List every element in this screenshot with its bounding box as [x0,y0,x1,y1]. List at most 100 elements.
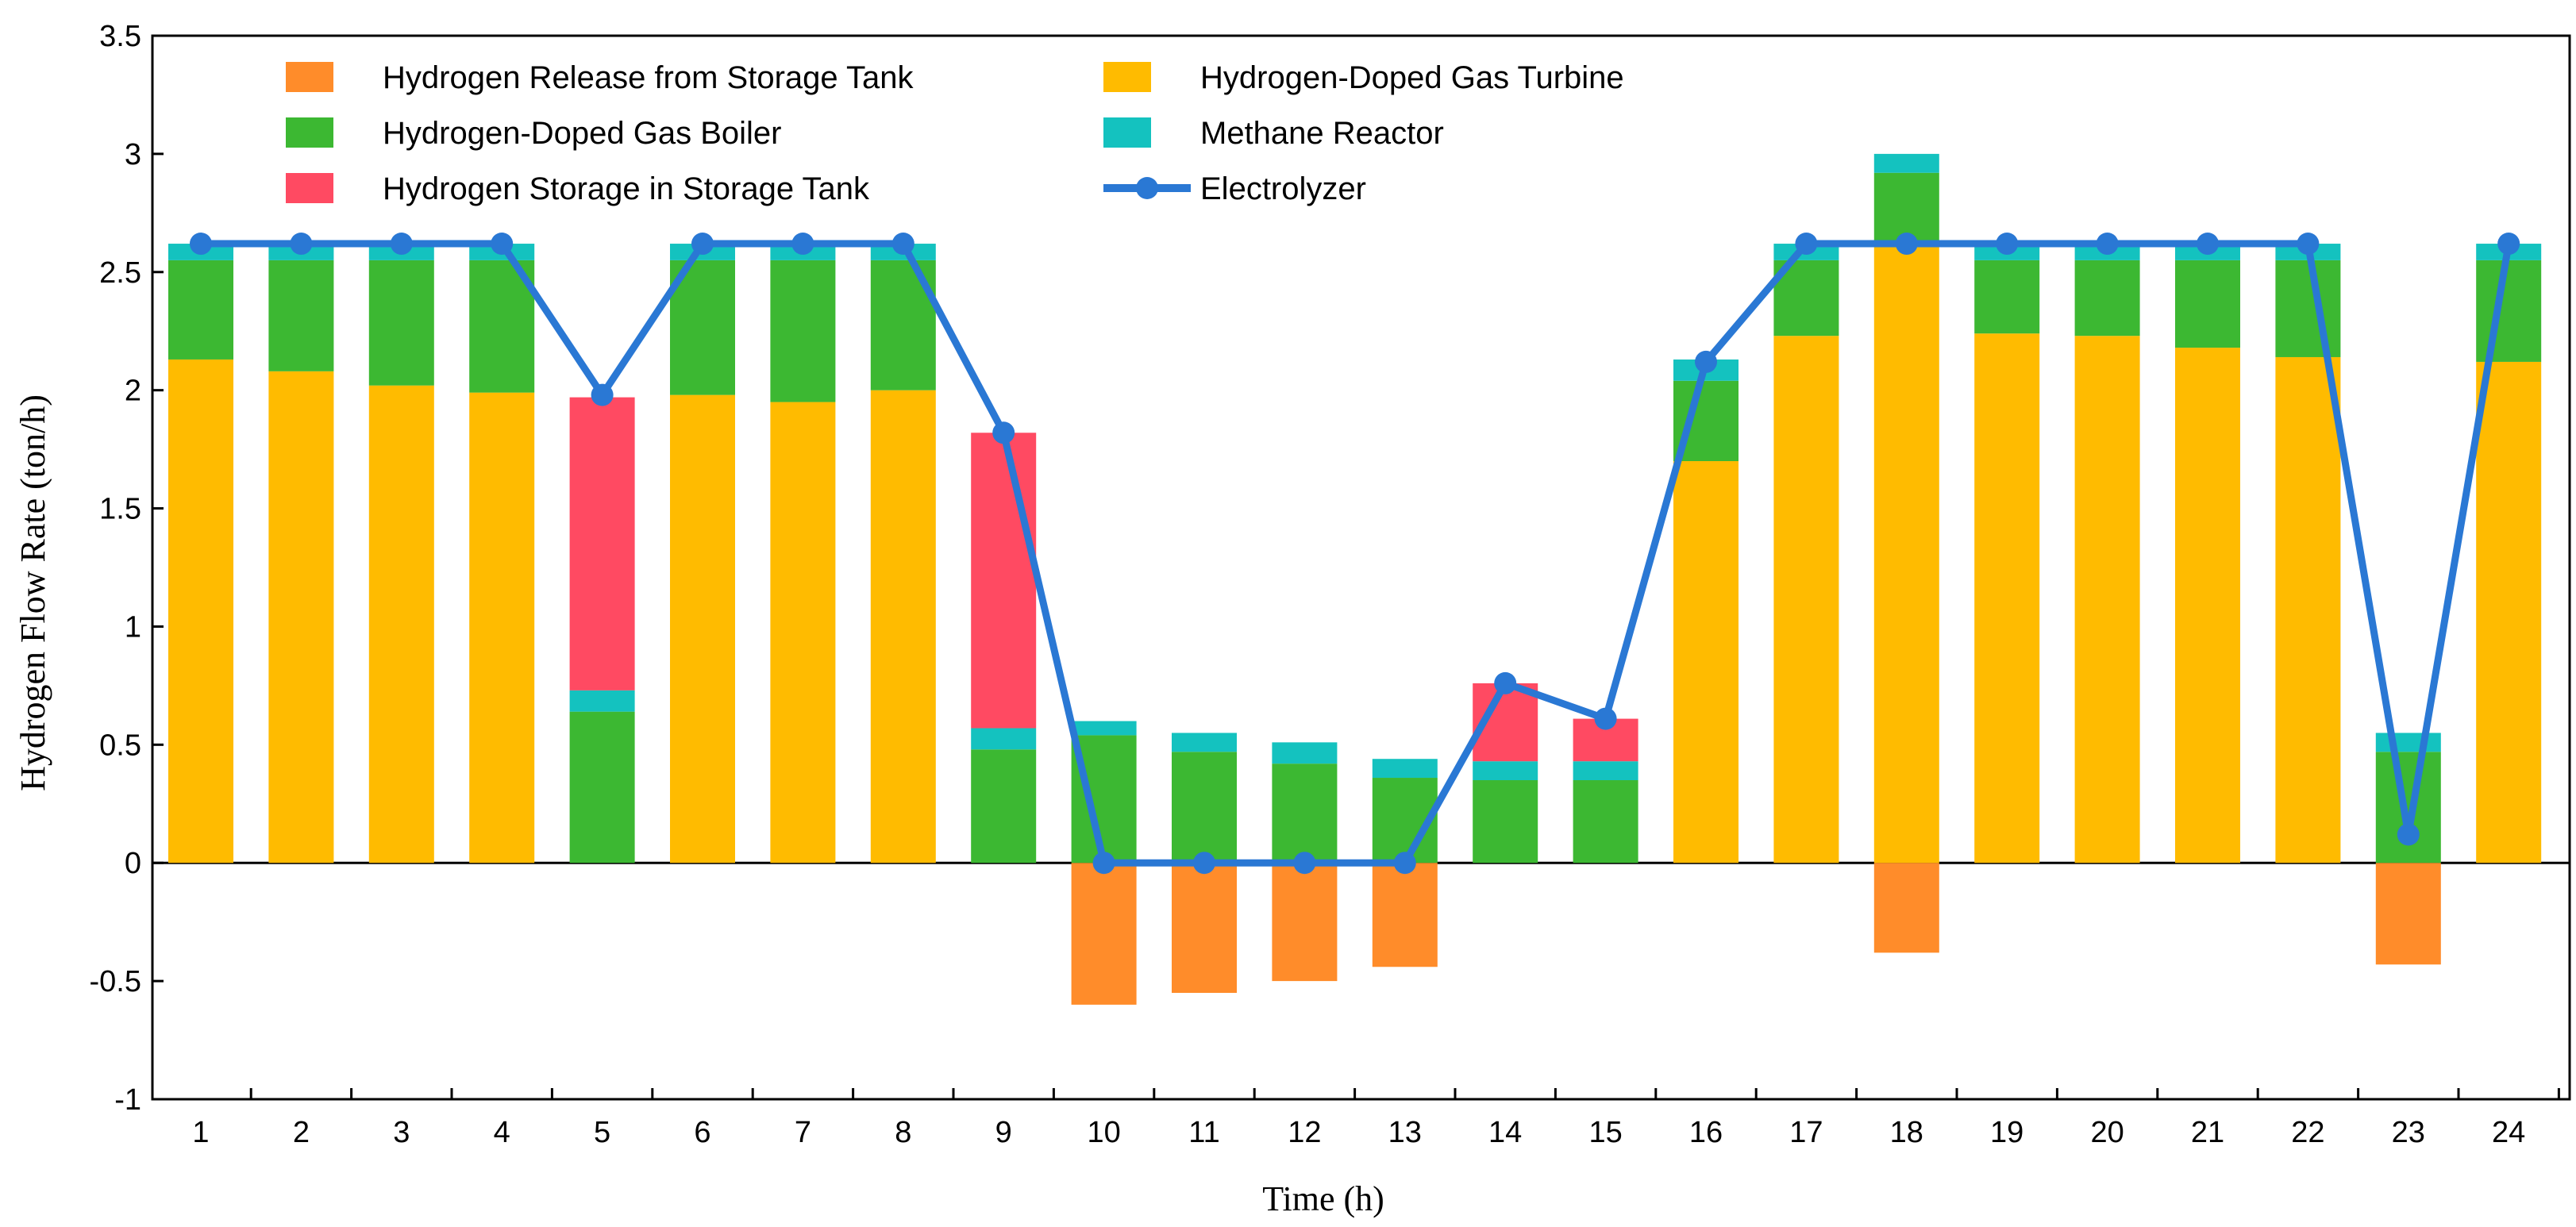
bar-hydrogen-doped-gas-boiler-12 [1272,764,1338,864]
y-tick-label: 3 [125,138,141,171]
x-tick-label: 10 [1087,1116,1120,1149]
electrolyzer-point-10 [1092,852,1115,875]
bar-methane-reactor-5 [569,690,635,712]
bar-hydrogen-doped-gas-turbine-16 [1673,461,1739,864]
x-tick-label: 24 [2492,1116,2525,1149]
electrolyzer-point-17 [1795,233,1818,256]
legend-swatch-turbine [1103,62,1151,92]
legend-label-methane: Methane Reactor [1200,116,1444,151]
electrolyzer-point-7 [791,233,814,256]
x-tick-label: 17 [1789,1116,1823,1149]
x-tick-label: 11 [1188,1116,1219,1149]
legend-swatch-release [286,62,333,92]
legend-label-turbine: Hydrogen-Doped Gas Turbine [1200,60,1624,95]
axes-layer: -1-0.500.511.522.533.51 2 3 4 5 6 7 8 9 10 11 12 13 1… [90,20,2571,1149]
y-axis-title: Hydrogen Flow Rate (ton/h) [13,394,52,791]
bar-hydrogen-doped-gas-boiler-1 [168,260,233,360]
bar-hydrogen-doped-gas-turbine-2 [268,371,334,864]
y-tick-label: -0.5 [90,965,141,998]
y-tick-label: 3.5 [99,20,141,53]
bar-methane-reactor-18 [1873,153,1939,173]
x-tick-label: 7 [795,1116,811,1149]
x-tick-label: 21 [2191,1116,2224,1149]
bar-methane-reactor-10 [1071,721,1137,736]
bar-hydrogen-doped-gas-turbine-21 [2175,348,2240,864]
electrolyzer-point-24 [2497,233,2520,256]
bar-hydrogen-doped-gas-boiler-15 [1573,780,1638,864]
y-tick-label: 2 [125,375,141,408]
electrolyzer-line [201,240,2512,867]
electrolyzer-point-15 [1594,707,1617,730]
electrolyzer-point-19 [1996,233,2019,256]
electrolyzer-point-13 [1393,852,1416,875]
x-tick-label: 2 [293,1116,310,1149]
bar-hydrogen-doped-gas-boiler-9 [971,749,1037,864]
y-tick-label: 0.5 [99,729,141,762]
bar-hydrogen-doped-gas-boiler-20 [2074,260,2140,337]
bar-hydrogen-doped-gas-turbine-4 [469,392,535,864]
x-tick-label: 14 [1488,1116,1522,1149]
x-tick-label: 23 [2392,1116,2425,1149]
y-tick-label: 0 [125,847,141,880]
bar-hydrogen-release-from-storage-tank-18 [1873,863,1939,953]
legend-label-electrolyzer: Electrolyzer [1200,171,1366,206]
bar-hydrogen-release-from-storage-tank-11 [1172,863,1237,993]
bar-hydrogen-doped-gas-boiler-2 [268,260,334,371]
electrolyzer-line-layer [190,233,2520,875]
electrolyzer-point-18 [1895,233,1918,256]
electrolyzer-point-23 [2397,823,2420,846]
electrolyzer-point-3 [390,233,413,256]
x-axis-title: Time (h) [1262,1179,1384,1218]
legend-label-release: Hydrogen Release from Storage Tank [383,60,914,95]
bar-hydrogen-doped-gas-turbine-17 [1773,336,1839,864]
x-tick-label: 22 [2291,1116,2324,1149]
bar-hydrogen-doped-gas-boiler-22 [2275,260,2341,357]
bar-hydrogen-release-from-storage-tank-13 [1372,863,1438,967]
x-tick-label: 13 [1388,1116,1422,1149]
electrolyzer-point-9 [992,421,1015,444]
x-tick-label: 8 [895,1116,911,1149]
bar-hydrogen-doped-gas-turbine-19 [1974,333,2040,864]
bar-methane-reactor-13 [1372,759,1438,779]
bar-hydrogen-doped-gas-boiler-21 [2175,260,2240,348]
bar-hydrogen-doped-gas-boiler-5 [569,711,635,864]
legend-label-boiler: Hydrogen-Doped Gas Boiler [383,116,781,151]
legend-label-storage: Hydrogen Storage in Storage Tank [383,171,870,206]
bar-hydrogen-doped-gas-boiler-3 [368,260,434,386]
x-tick-label: 19 [1990,1116,2023,1149]
bar-methane-reactor-23 [2375,733,2441,752]
x-tick-label: 5 [594,1116,610,1149]
bar-hydrogen-doped-gas-boiler-23 [2375,752,2441,864]
y-tick-label: -1 [114,1083,141,1117]
x-tick-label: 15 [1588,1116,1622,1149]
bar-methane-reactor-11 [1172,733,1237,752]
x-tick-label: 9 [995,1116,1012,1149]
x-tick-label: 20 [2090,1116,2124,1149]
electrolyzer-point-1 [190,233,212,256]
bar-hydrogen-doped-gas-turbine-1 [168,359,233,864]
electrolyzer-point-2 [290,233,313,256]
bar-hydrogen-doped-gas-turbine-24 [2476,361,2542,864]
y-tick-label: 2.5 [99,256,141,290]
bar-methane-reactor-14 [1473,761,1538,780]
electrolyzer-point-8 [891,233,914,256]
bar-methane-reactor-9 [971,728,1037,750]
bar-hydrogen-release-from-storage-tank-12 [1272,863,1338,982]
electrolyzer-point-16 [1695,350,1717,373]
electrolyzer-point-21 [2197,233,2219,256]
legend-swatch-methane [1103,117,1151,148]
x-tick-label: 12 [1288,1116,1321,1149]
bar-hydrogen-doped-gas-boiler-11 [1172,752,1237,864]
bar-hydrogen-release-from-storage-tank-23 [2375,863,2441,965]
legend-swatch-storage [286,173,333,203]
electrolyzer-point-22 [2297,233,2320,256]
electrolyzer-point-5 [591,383,614,406]
bar-hydrogen-doped-gas-turbine-22 [2275,356,2341,864]
electrolyzer-point-11 [1193,852,1215,875]
bar-hydrogen-release-from-storage-tank-10 [1071,863,1137,1005]
electrolyzer-point-20 [2096,233,2119,256]
x-tick-label: 16 [1689,1116,1723,1149]
electrolyzer-point-6 [691,233,714,256]
electrolyzer-point-4 [491,233,514,256]
